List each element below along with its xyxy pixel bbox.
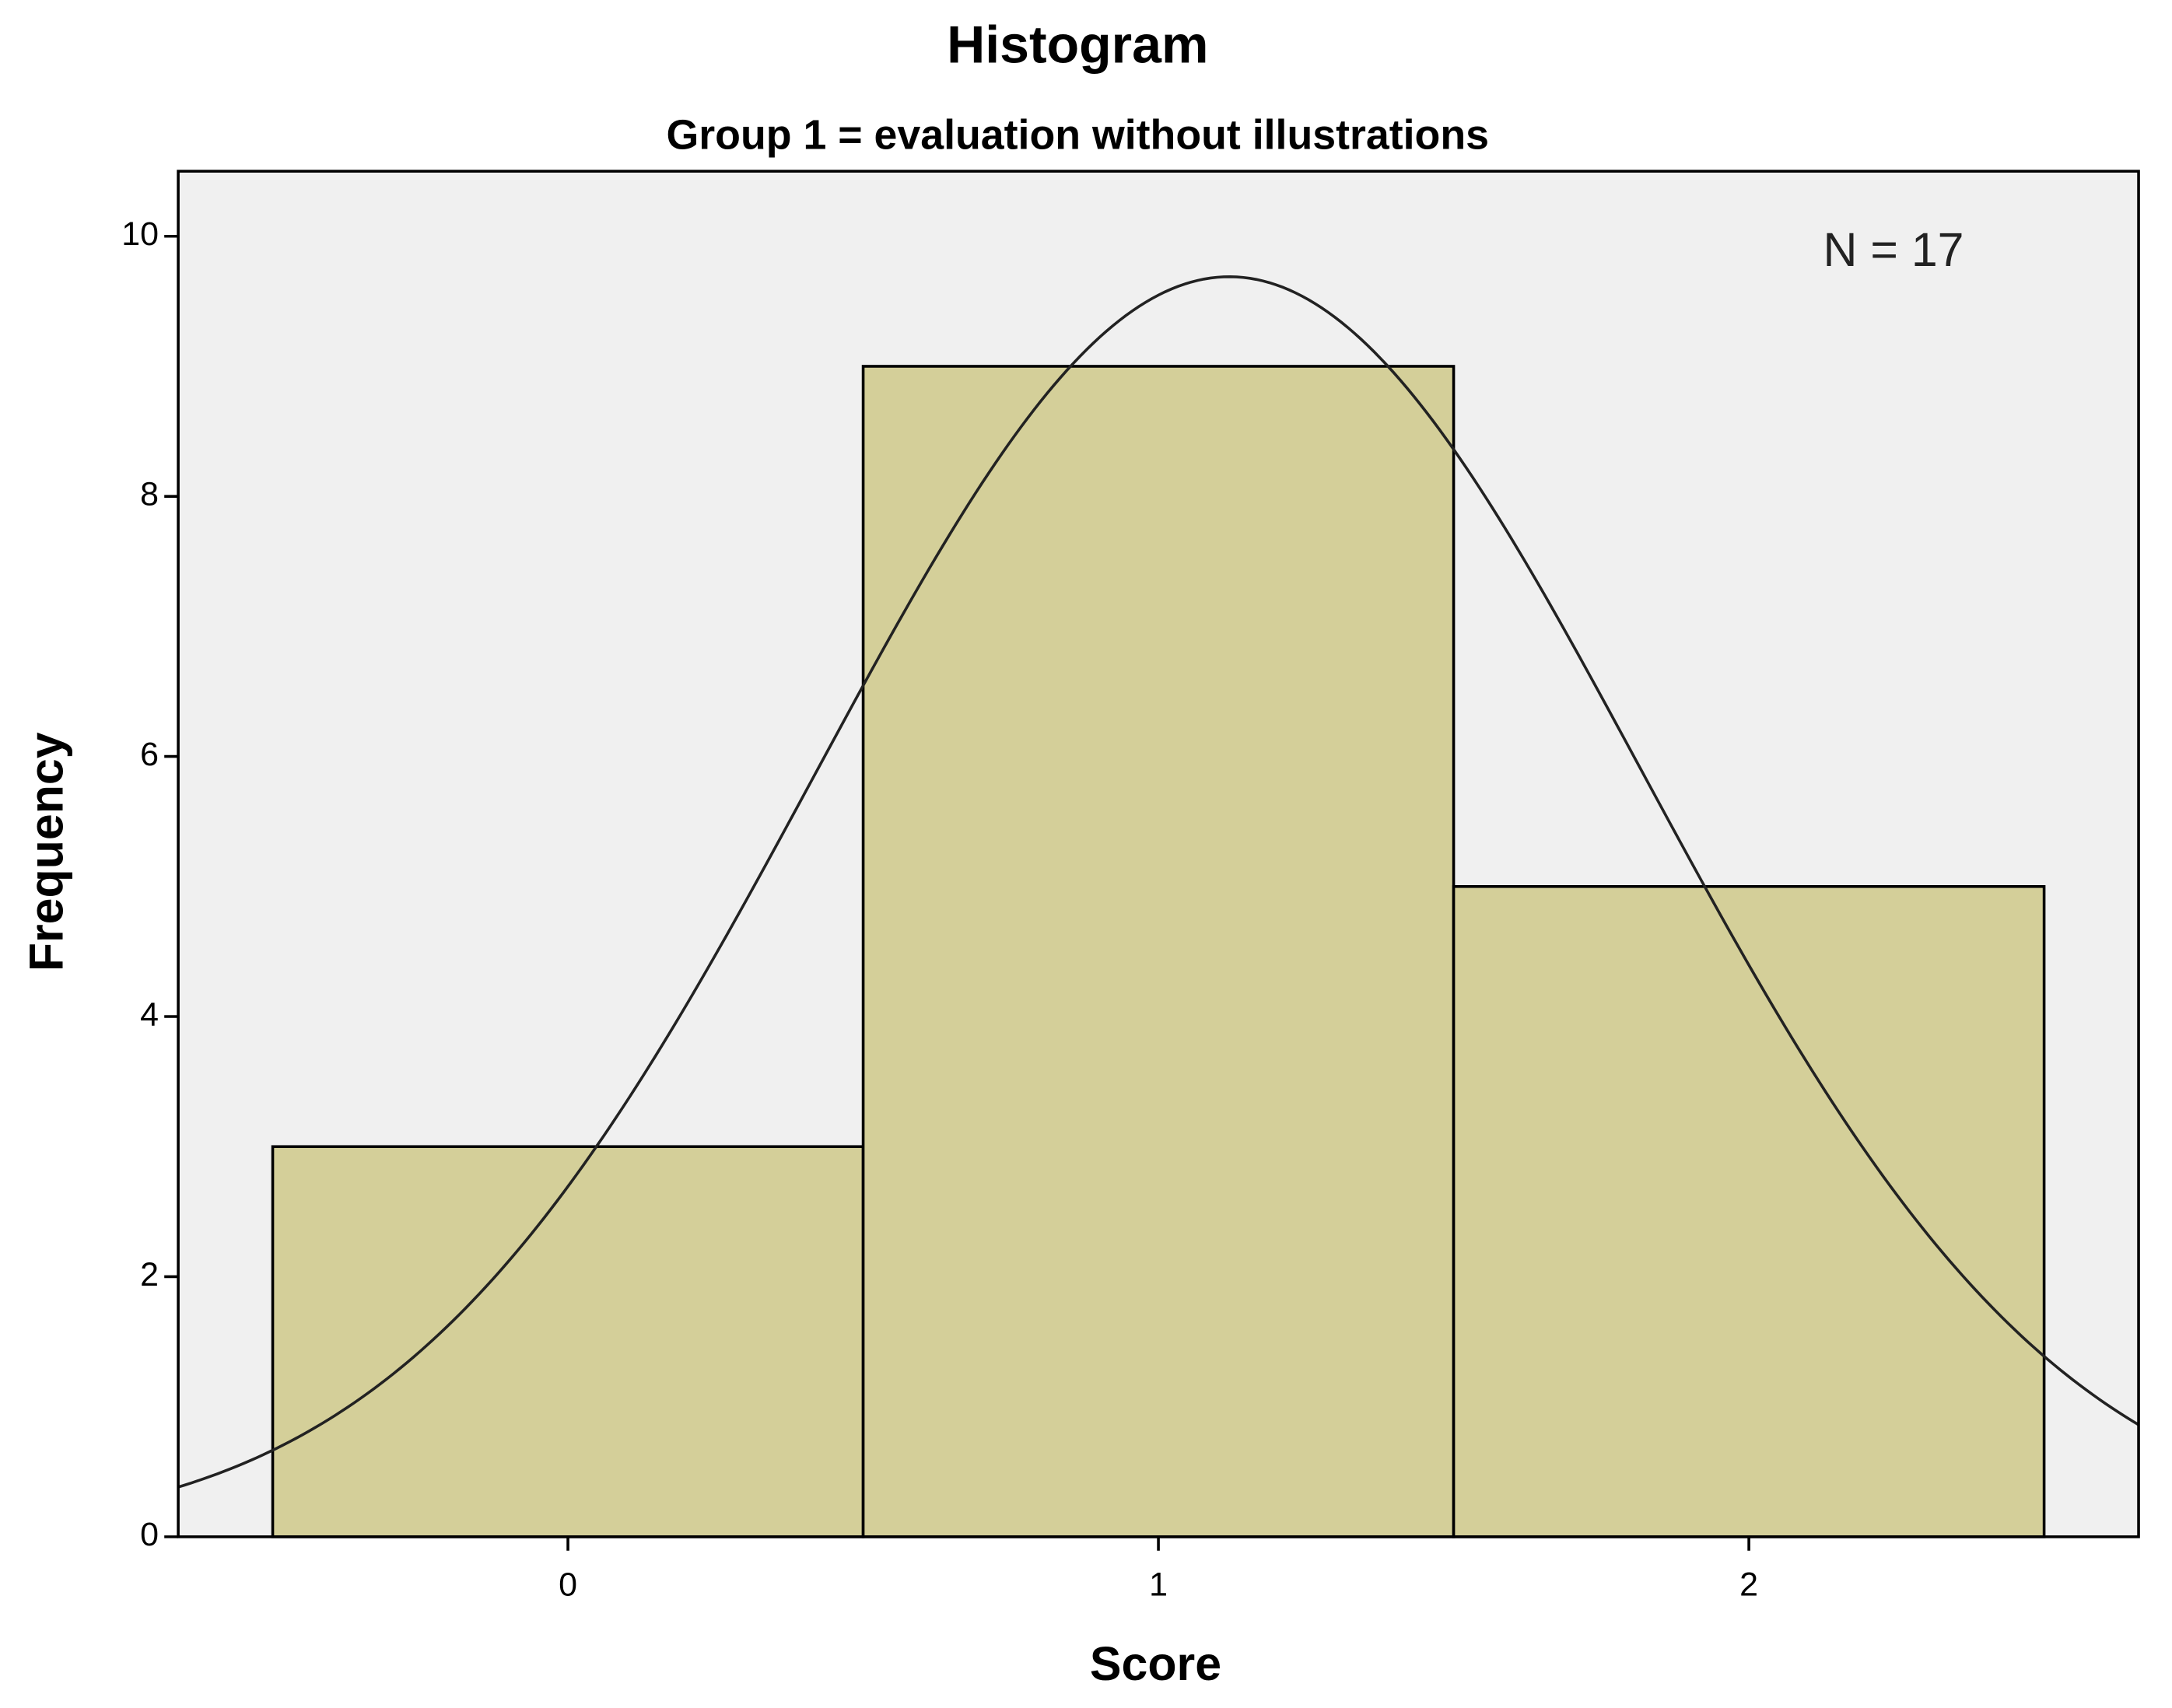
y-tick-label: 10 <box>121 215 159 253</box>
bar <box>1452 885 2046 1538</box>
x-tick-label: 0 <box>559 1566 577 1604</box>
chart-title: Histogram <box>947 16 1208 75</box>
y-tick-label: 0 <box>140 1516 159 1553</box>
x-axis-label: Score <box>1090 1637 1221 1690</box>
y-axis-label: Frequency <box>20 732 73 971</box>
bar <box>271 1145 865 1538</box>
x-tick-label: 1 <box>1149 1566 1168 1604</box>
chart-subtitle: Group 1 = evaluation without illustratio… <box>667 111 1489 158</box>
annotation: N = 17 <box>1823 223 1964 276</box>
normal-curve <box>177 275 2139 1489</box>
y-tick-label: 6 <box>140 736 159 773</box>
x-tick-label: 2 <box>1739 1566 1758 1604</box>
bar <box>861 365 1456 1538</box>
plot-frame <box>177 170 2140 1538</box>
y-tick-label: 4 <box>140 996 159 1033</box>
y-tick-label: 2 <box>140 1256 159 1293</box>
y-tick-label: 8 <box>140 476 159 513</box>
